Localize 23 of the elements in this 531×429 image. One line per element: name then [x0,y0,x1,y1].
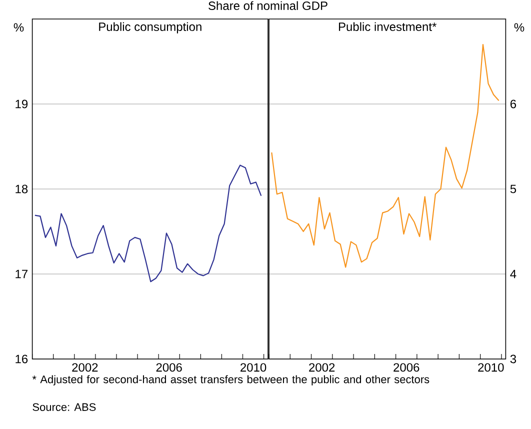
x-tick-label: 2002 [72,363,98,372]
line-series [34,164,262,282]
line-series [271,44,500,268]
y-tick-label: 4 [510,270,516,278]
y-tick-label: 17 [16,270,28,278]
y-tick-label: 3 [510,354,516,364]
y-tick-label: 18 [16,184,28,194]
x-tick-label: 2010 [240,363,266,372]
x-tick-label: 2010 [478,363,504,372]
y-tick-label: 19 [16,100,28,108]
chart-title: Public investment* [338,22,436,32]
y-tick-label: 6 [510,100,516,108]
y-axis-title: % [14,23,24,32]
source-note: Source: ABS [32,403,96,411]
text: Share of nominal GDP [208,1,328,10]
x-tick-label: 2002 [309,363,335,372]
y-axis-title: % [514,23,524,32]
text: * Adjusted for second-hand asset transfers between the public and other sectors [32,375,430,386]
chart-title: Public consumption [99,22,202,34]
x-tick-label: 2006 [156,363,182,372]
x-tick-label: 2006 [394,363,420,372]
y-tick-label: 16 [16,354,28,364]
y-tick-label: 5 [510,184,516,194]
